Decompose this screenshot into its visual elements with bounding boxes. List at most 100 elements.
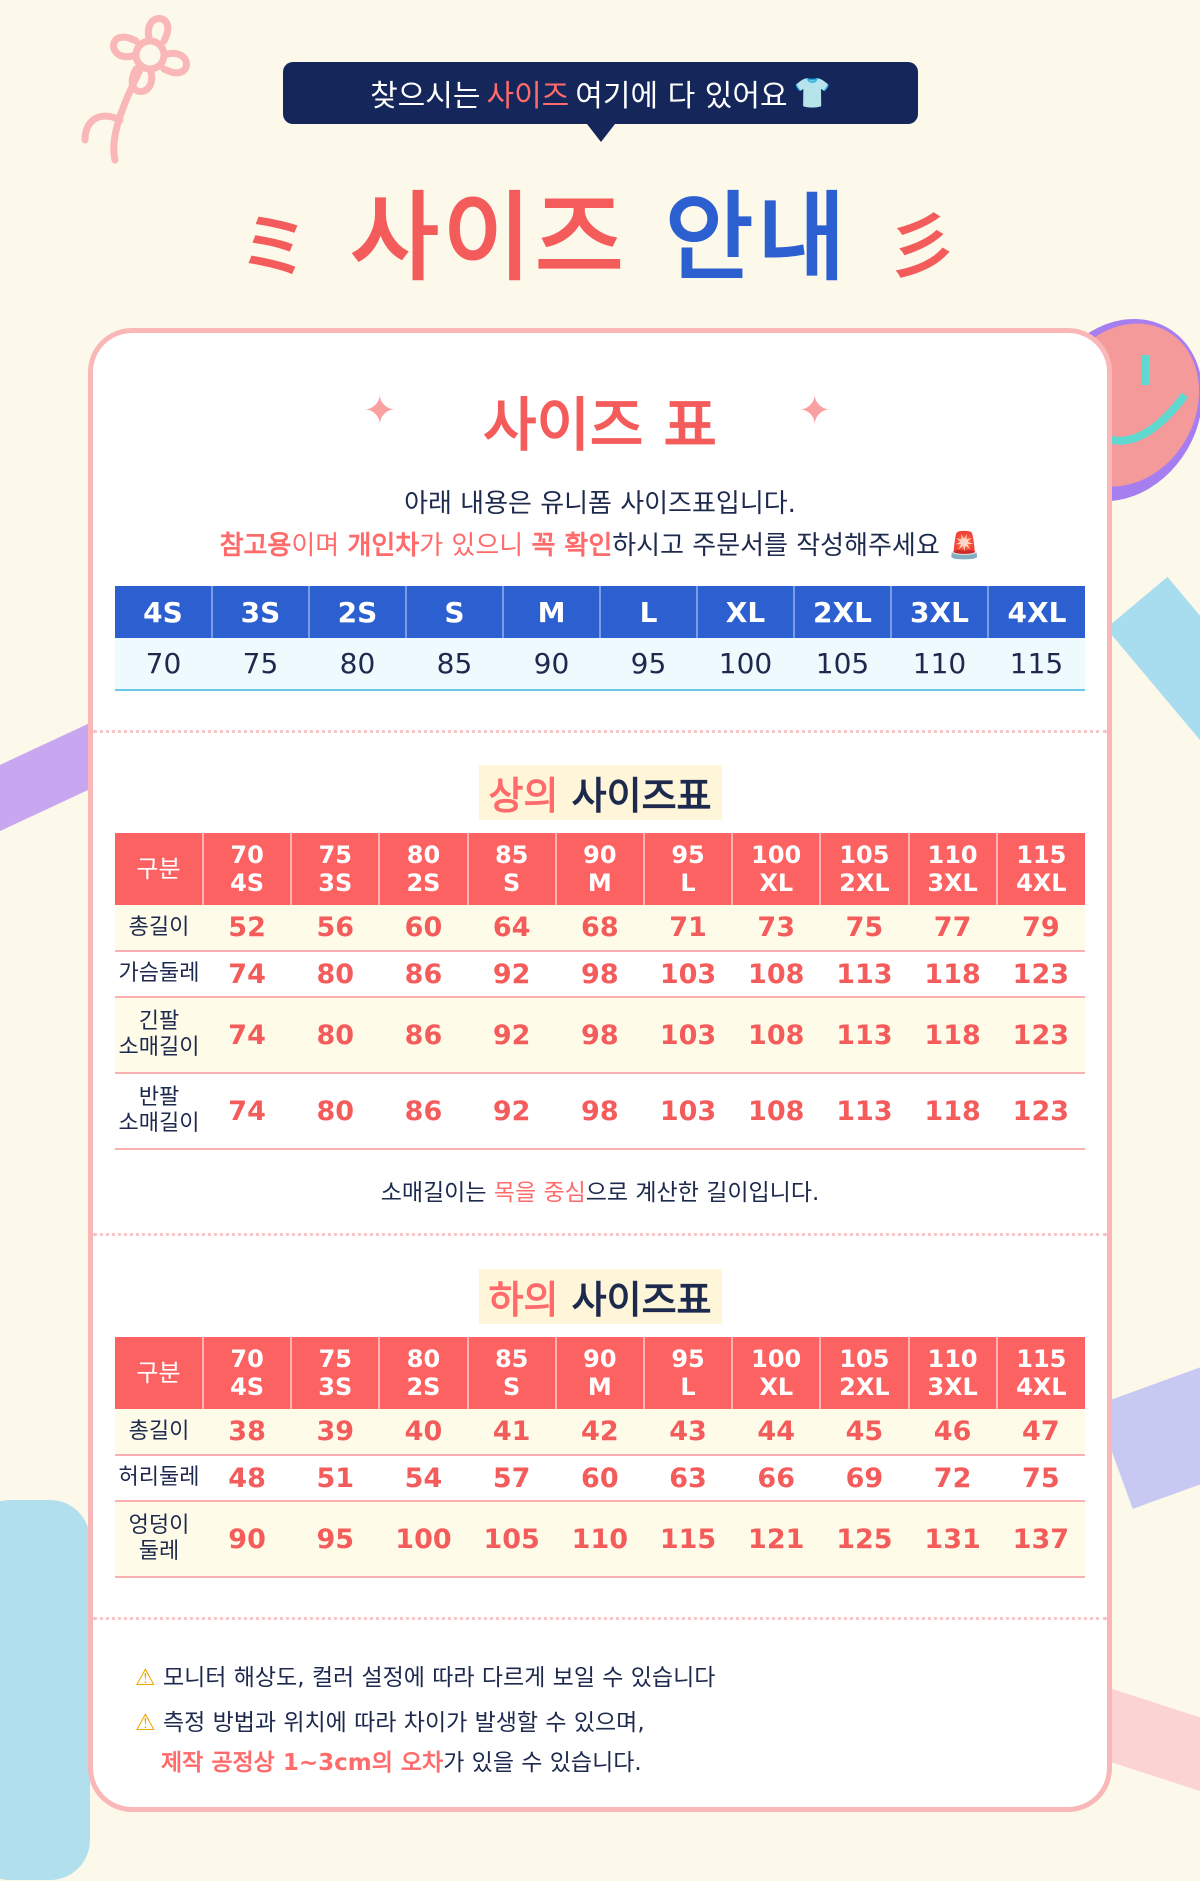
cell-value: 47: [996, 1409, 1085, 1456]
cell-value: 63: [643, 1455, 733, 1502]
size-header: 105 2XL: [819, 1337, 909, 1409]
cell-value: 80: [291, 997, 380, 1074]
size-label: 2S: [406, 1373, 441, 1401]
cell-value: 86: [379, 951, 468, 998]
row-label: 엉덩이 둘레: [115, 1501, 203, 1578]
table-row: 총길이 38 39 40 41 42 43 44 45 46 47: [115, 1409, 1085, 1456]
row-label: 긴팔 소매길이: [115, 997, 203, 1074]
cell-value: 77: [908, 905, 997, 952]
cell-value: 73: [732, 905, 821, 952]
header-speech-bubble: 찾으시는 사이즈 여기에 다 있어요 👕: [283, 62, 918, 142]
size-label: S: [503, 869, 521, 897]
cell-value: 98: [555, 997, 644, 1074]
row-label: 총길이: [115, 1409, 203, 1456]
bottom-section-title: 하의 사이즈표: [93, 1269, 1107, 1324]
cell-value: 100: [379, 1501, 468, 1578]
cell-value: 98: [555, 1073, 644, 1150]
notice-2: ⚠ 측정 방법과 위치에 따라 차이가 발생할 수 있으며,: [135, 1703, 645, 1737]
size-label: 2S: [406, 869, 441, 897]
size-label: M: [587, 869, 612, 897]
size-number: 70: [230, 1345, 264, 1373]
size-header: 70 4S: [201, 1337, 292, 1409]
intro-text: 이며: [291, 531, 348, 561]
cell-value: 118: [908, 951, 997, 998]
cell-value: 60: [379, 905, 468, 952]
notice-text: 가 있을 수 있습니다.: [443, 1750, 642, 1776]
note-text: 으로 계산한 길이입니다.: [585, 1180, 820, 1206]
cell-value: 79: [996, 905, 1085, 952]
row-label: 가슴둘레: [115, 951, 203, 998]
size-label: 3S: [211, 586, 309, 638]
size-value: 75: [212, 638, 309, 691]
size-label: 3XL: [927, 1373, 978, 1401]
sparkle-icon: ✦: [798, 388, 832, 434]
size-label: M: [587, 1373, 612, 1401]
title-hl: 하의: [488, 1278, 559, 1322]
cell-value: 118: [908, 997, 997, 1074]
size-label: 2XL: [793, 586, 891, 638]
cell-value: 75: [996, 1455, 1085, 1502]
cell-value: 123: [996, 1073, 1085, 1150]
cell-value: 40: [379, 1409, 468, 1456]
cell-value: 46: [908, 1409, 997, 1456]
row-label: 총길이: [115, 905, 203, 952]
cell-value: 98: [555, 951, 644, 998]
cell-value: 54: [379, 1455, 468, 1502]
size-header: 75 3S: [290, 833, 380, 905]
size-label: 3S: [318, 869, 353, 897]
cell-value: 90: [203, 1501, 292, 1578]
size-header: 95 L: [642, 833, 733, 905]
cell-value: 74: [203, 1073, 292, 1150]
size-number: 105: [839, 841, 890, 869]
tape-blue: [1106, 576, 1200, 744]
cell-value: 113: [820, 951, 909, 998]
cell-value: 103: [643, 1073, 733, 1150]
size-label: 2S: [308, 586, 406, 638]
cell-value: 108: [732, 997, 821, 1074]
size-header: 70 4S: [201, 833, 292, 905]
tshirt-icon: 👕: [793, 75, 831, 111]
size-number: 115: [1016, 841, 1067, 869]
cell-value: 108: [732, 1073, 821, 1150]
cell-value: 69: [820, 1455, 909, 1502]
table-row: 총길이 52 56 60 64 68 71 73 75 77 79: [115, 905, 1085, 952]
divider: [93, 1617, 1107, 1620]
size-label: S: [405, 586, 503, 638]
cell-value: 38: [203, 1409, 292, 1456]
size-value: 110: [891, 638, 988, 691]
cell-value: 45: [820, 1409, 909, 1456]
divider: [93, 730, 1107, 733]
cell-value: 74: [203, 997, 292, 1074]
size-label: 3XL: [927, 869, 978, 897]
cell-value: 121: [732, 1501, 821, 1578]
intro-line-1: 아래 내용은 유니폼 사이즈표입니다.: [404, 489, 796, 519]
cell-value: 56: [291, 905, 380, 952]
size-label: L: [680, 869, 696, 897]
size-label: S: [503, 1373, 521, 1401]
notice-hl: 제작 공정상 1~3cm의 오차: [161, 1750, 444, 1776]
cell-value: 68: [555, 905, 644, 952]
size-number: 100: [751, 841, 802, 869]
size-number: 75: [318, 841, 352, 869]
warning-icon: ⚠: [135, 1665, 156, 1691]
size-header: 90 M: [554, 833, 644, 905]
cell-value: 72: [908, 1455, 997, 1502]
size-header: 110 3XL: [907, 833, 997, 905]
notice-1: ⚠ 모니터 해상도, 컬러 설정에 따라 다르게 보일 수 있습니다: [135, 1658, 715, 1692]
size-label: 2XL: [839, 869, 890, 897]
intro-text: 가 있으니: [419, 531, 532, 561]
cell-value: 80: [291, 1073, 380, 1150]
size-label: 3S: [318, 1373, 353, 1401]
size-header: 110 3XL: [907, 1337, 997, 1409]
size-number: 80: [406, 1345, 441, 1373]
intro-hl: 꼭 확인: [531, 531, 613, 561]
intro-hl: 개인차: [347, 531, 420, 561]
size-label: XL: [759, 869, 794, 897]
squiggle-right-icon: 彡: [886, 206, 961, 288]
size-number: 110: [927, 1345, 978, 1373]
size-value: 105: [794, 638, 891, 691]
flower-doodle: [81, 15, 190, 164]
size-header: 80 2S: [378, 1337, 468, 1409]
cell-value: 44: [732, 1409, 821, 1456]
cell-value: 92: [467, 951, 556, 998]
